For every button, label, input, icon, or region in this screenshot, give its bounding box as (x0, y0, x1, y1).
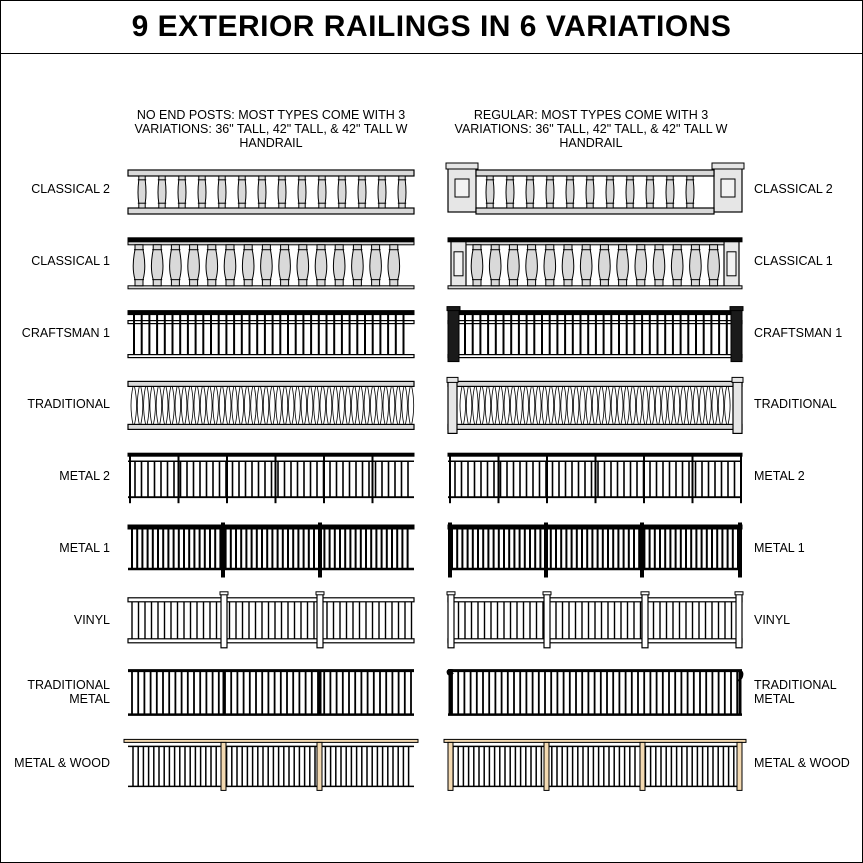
railing-classical2-no-end-posts (127, 169, 415, 215)
title-bar: 9 EXTERIOR RAILINGS IN 6 VARIATIONS (1, 1, 862, 54)
row-label-metal2-left: METAL 2 (59, 469, 110, 484)
row-label-vinyl-left: VINYL (73, 612, 110, 627)
row-label-metalwood-right: METAL & WOOD (754, 756, 850, 771)
railing-classical2-regular (445, 162, 745, 215)
row-label-craftsman-right: CRAFTSMAN 1 (754, 325, 843, 340)
railing-metalwood-regular (443, 738, 747, 791)
railing-vinyl-no-end-posts (127, 591, 415, 649)
railing-metal1-no-end-posts (127, 522, 415, 578)
row-label-classical1-left: CLASSICAL 1 (31, 253, 110, 268)
heading-no-end-posts: NO END POSTS: MOST TYPES COME WITH 3 VAR… (134, 108, 408, 150)
row-label-classical2-left: CLASSICAL 2 (31, 182, 110, 196)
row-label-metal1-left: METAL 1 (59, 541, 110, 555)
railing-tradmetal-no-end-posts (128, 669, 414, 716)
row-label-craftsman-left: CRAFTSMAN 1 (21, 325, 110, 340)
row-label-vinyl-right: VINYL (754, 612, 791, 627)
railing-traditional-no-end-posts (127, 380, 415, 430)
railing-metal1-regular (447, 522, 743, 578)
row-label-traditional-right: TRADITIONAL (754, 397, 837, 412)
page-title: 9 EXTERIOR RAILINGS IN 6 VARIATIONS (131, 10, 732, 43)
railing-craftsman-regular (446, 306, 744, 363)
railing-traditional-regular (446, 376, 744, 434)
railing-metalwood-no-end-posts (123, 738, 419, 791)
heading-regular: REGULAR: MOST TYPES COME WITH 3 VARIATIO… (454, 108, 728, 150)
row-label-metalwood-left: METAL & WOOD (14, 756, 110, 771)
railing-metal2-regular (447, 452, 743, 504)
railing-craftsman-no-end-posts (127, 310, 415, 359)
row-label-metal1-right: METAL 1 (754, 541, 805, 555)
row-label-metal2-right: METAL 2 (754, 469, 805, 484)
railing-vinyl-regular (446, 591, 744, 649)
row-label-tradmetal-left: TRADITIONAL METAL (27, 677, 110, 706)
railing-metal2-no-end-posts (127, 452, 415, 504)
railing-tradmetal-regular (446, 669, 744, 716)
row-label-classical2-right: CLASSICAL 2 (754, 182, 833, 196)
row-label-tradmetal-right: TRADITIONAL METAL (754, 677, 837, 706)
railing-classical1-no-end-posts (127, 237, 415, 290)
railing-classical1-regular (447, 237, 743, 290)
row-label-classical1-right: CLASSICAL 1 (754, 253, 833, 268)
row-label-traditional-left: TRADITIONAL (27, 397, 110, 412)
